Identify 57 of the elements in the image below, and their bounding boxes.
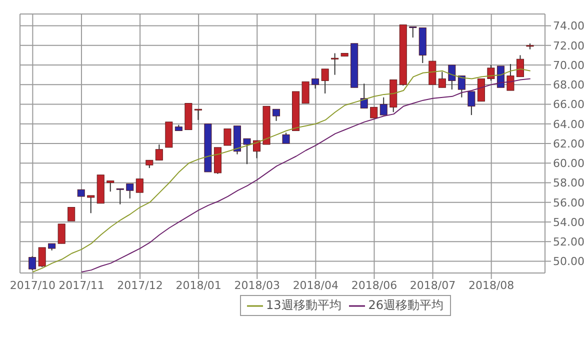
candlestick xyxy=(282,132,290,144)
candlestick xyxy=(468,91,476,116)
candlestick xyxy=(477,78,485,102)
y-tick-label: 58.00 xyxy=(553,176,584,190)
candlestick xyxy=(87,194,95,214)
candlestick xyxy=(428,60,436,86)
x-tick-label: 2018/07 xyxy=(410,278,456,292)
y-tick-label: 70.00 xyxy=(553,58,584,72)
y-tick-label: 56.00 xyxy=(553,196,584,210)
candlestick xyxy=(438,71,446,88)
candlestick xyxy=(272,108,280,122)
candlestick xyxy=(370,106,378,118)
legend-label: 26週移動平均 xyxy=(368,297,444,314)
candlestick xyxy=(224,128,232,146)
candlestick xyxy=(321,68,329,94)
candlestick xyxy=(194,108,202,120)
candlestick xyxy=(106,180,114,192)
candlestick xyxy=(302,81,310,104)
candlestick xyxy=(155,144,163,161)
y-tick-label: 74.00 xyxy=(553,20,584,33)
y-tick-label: 72.00 xyxy=(553,39,584,52)
x-tick-label: 2018/04 xyxy=(292,278,339,292)
candlestick xyxy=(360,83,368,109)
candlestick xyxy=(136,178,144,194)
candlestick xyxy=(516,54,524,78)
x-tick-label: 2018/01 xyxy=(176,278,222,292)
candlestick xyxy=(253,140,260,159)
y-tick-label: 68.00 xyxy=(553,78,584,92)
candlestick xyxy=(409,26,417,38)
candlestick xyxy=(68,207,76,222)
candlestick xyxy=(243,138,251,165)
candlestick xyxy=(58,223,66,244)
y-tick-label: 62.00 xyxy=(553,137,584,150)
y-tick-label: 50.00 xyxy=(553,255,584,268)
candlestick xyxy=(458,75,466,98)
candlestick xyxy=(312,78,320,90)
candlestick xyxy=(448,64,456,90)
candlestick xyxy=(487,64,495,82)
candlestick xyxy=(506,64,514,92)
x-tick-label: 2018/08 xyxy=(468,278,514,292)
candlestick xyxy=(28,256,36,271)
x-tick-label: 2018/06 xyxy=(351,278,398,292)
candlestick xyxy=(38,246,46,268)
y-tick-label: 54.00 xyxy=(553,216,584,229)
y-tick-label: 64.00 xyxy=(553,118,584,131)
y-tick-label: 66.00 xyxy=(553,98,584,112)
x-tick-label: 2017/12 xyxy=(117,278,163,292)
x-tick-label: 2017/10 xyxy=(10,278,56,292)
candlestick xyxy=(126,183,134,199)
candlestick xyxy=(331,52,339,76)
x-tick-label: 2018/03 xyxy=(234,278,280,292)
x-tick-label: 2017/11 xyxy=(58,278,104,292)
candlestick xyxy=(380,96,388,116)
legend-label: 13週移動平均 xyxy=(266,297,342,314)
y-tick-label: 52.00 xyxy=(553,236,584,249)
candlestick xyxy=(116,188,124,205)
y-tick-label: 60.00 xyxy=(553,157,584,170)
